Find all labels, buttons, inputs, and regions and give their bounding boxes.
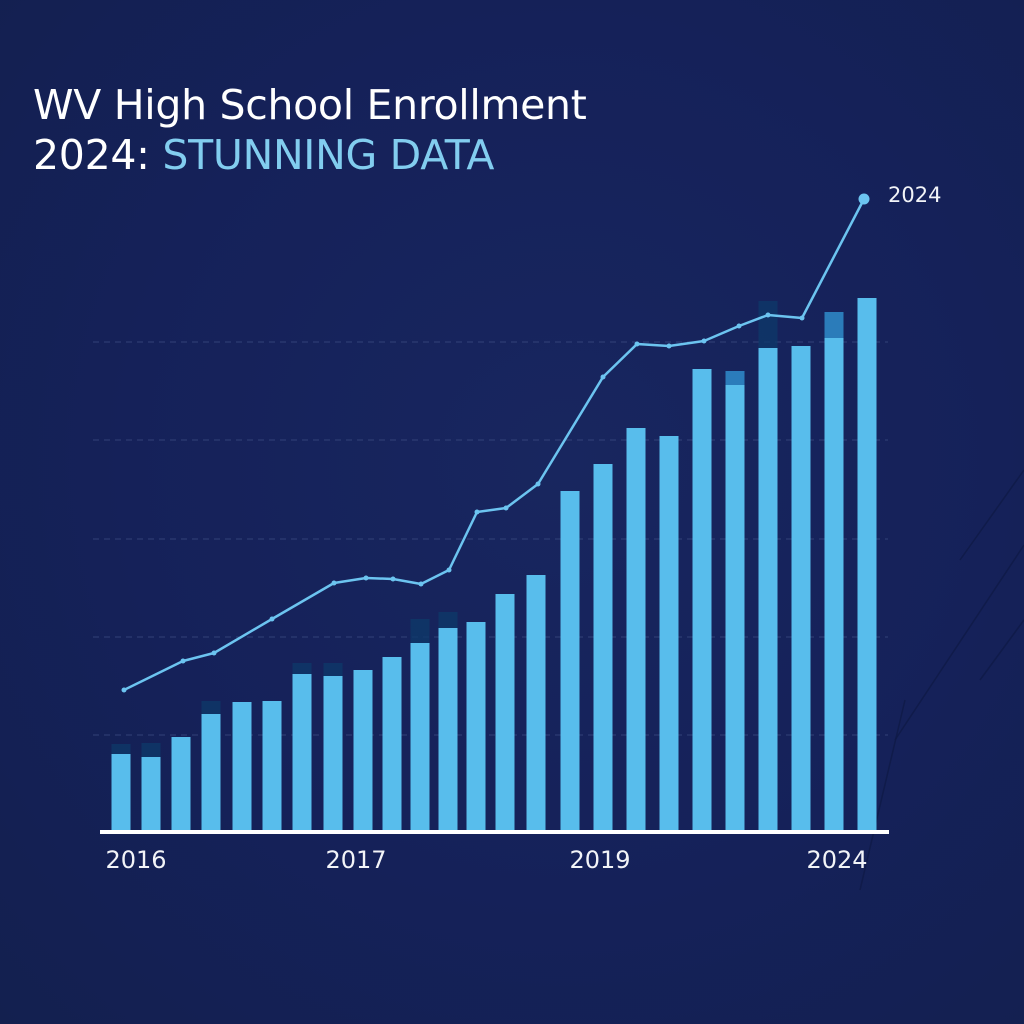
diagonal-stroke — [859, 699, 906, 891]
bar-series — [111, 298, 877, 830]
bar — [466, 622, 486, 830]
bar-cap — [141, 743, 161, 757]
title-year: 2024: — [33, 131, 150, 179]
bar — [526, 575, 546, 830]
x-tick-label: 2016 — [105, 846, 167, 874]
bar-cap — [111, 744, 131, 754]
line-marker — [634, 341, 640, 347]
line-marker — [121, 687, 127, 693]
diagonal-stroke — [894, 544, 1024, 741]
bar — [410, 643, 430, 830]
bar — [262, 701, 282, 830]
bar-cap — [824, 312, 844, 338]
line-marker — [765, 312, 771, 318]
x-tick-label: 2019 — [569, 846, 631, 874]
bar — [791, 346, 811, 830]
line-marker — [503, 505, 509, 511]
bar — [141, 757, 161, 830]
bar — [201, 714, 221, 830]
x-axis-baseline — [100, 830, 889, 834]
bar-cap — [725, 371, 745, 385]
trend-polyline — [123, 198, 866, 692]
line-marker — [363, 575, 369, 581]
line-marker — [180, 658, 186, 664]
diagonal-stroke — [979, 619, 1024, 681]
title-accent: STUNNING DATA — [162, 131, 495, 179]
line-marker — [666, 343, 672, 349]
trend-line — [121, 193, 870, 693]
line-marker — [600, 374, 606, 380]
bar — [171, 737, 191, 830]
bar-cap — [323, 663, 343, 676]
diagonal-stroke — [959, 469, 1024, 561]
bar — [626, 428, 646, 830]
line-marker — [446, 567, 452, 573]
line-marker — [701, 338, 707, 344]
bar — [824, 338, 844, 830]
line-marker — [269, 616, 275, 622]
line-marker — [736, 323, 742, 329]
bar — [232, 702, 252, 830]
bar-cap — [201, 701, 221, 714]
gridlines — [93, 341, 888, 736]
line-marker — [474, 509, 480, 515]
chart-title: WV High School Enrollment 2024: STUNNING… — [33, 80, 587, 180]
bar — [725, 385, 745, 830]
bar-cap — [292, 663, 312, 674]
bar — [495, 594, 515, 830]
bar — [382, 657, 402, 830]
x-tick-label: 2017 — [325, 846, 387, 874]
line-marker — [418, 581, 424, 587]
endpoint-label: 2024 — [888, 183, 942, 207]
line-marker — [331, 580, 337, 586]
bar — [758, 348, 778, 830]
bar — [111, 754, 131, 830]
baseline-bar — [100, 830, 889, 834]
bar — [292, 674, 312, 830]
bar-cap — [410, 619, 430, 643]
bar — [353, 670, 373, 830]
title-line-1: WV High School Enrollment — [33, 81, 587, 129]
line-marker — [799, 315, 805, 321]
endpoint-marker — [858, 193, 870, 205]
bar-cap — [758, 301, 778, 348]
bar — [857, 298, 877, 830]
background-diagonals — [859, 469, 1024, 891]
bar-cap — [438, 612, 458, 628]
bar — [560, 491, 580, 830]
bar — [323, 676, 343, 830]
bar — [659, 436, 679, 830]
line-marker — [390, 576, 396, 582]
line-marker — [211, 650, 217, 656]
bar — [593, 464, 613, 830]
line-marker — [535, 481, 541, 487]
bar — [438, 628, 458, 830]
x-tick-label: 2024 — [806, 846, 868, 874]
bar — [692, 369, 712, 830]
